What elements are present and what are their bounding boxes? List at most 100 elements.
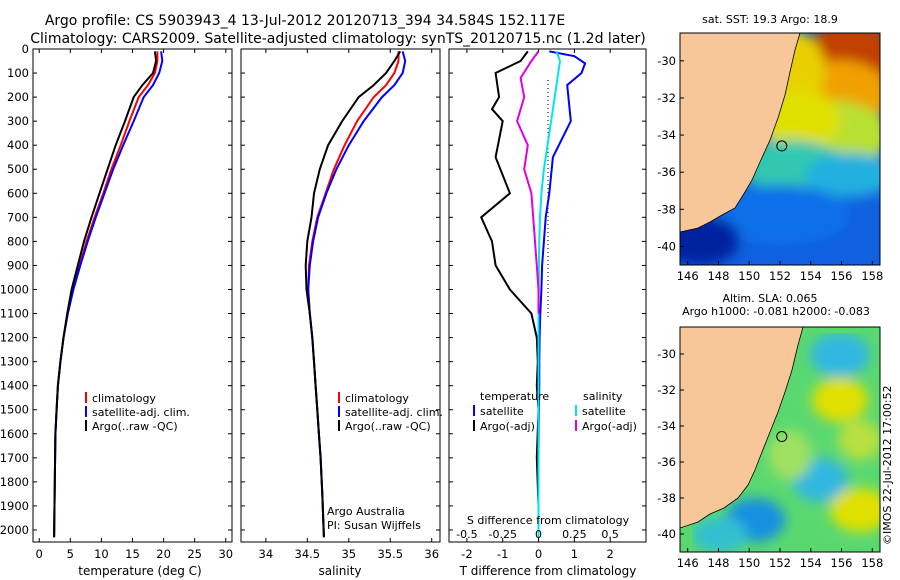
legend-s-satellite: satellite	[582, 405, 626, 418]
difference-legend: temperature satellite Argo(-adj) salinit…	[473, 390, 637, 433]
lon-tick-label: 158	[861, 269, 883, 283]
x-tick-label: 2	[607, 547, 614, 561]
legend-argo: Argo(..raw -QC)	[345, 420, 431, 433]
y-tick-label: 600	[7, 186, 29, 200]
x-tick-label: 15	[125, 547, 140, 561]
difference-axes-frame	[448, 48, 647, 543]
difference-panel: -2 -1 0 1 2 temperature satellite Argo(-adj)…	[448, 48, 647, 578]
lat-tick-label: -32	[657, 383, 676, 397]
lat-tick-label: -36	[657, 165, 676, 179]
y-tick-label: 1900	[0, 499, 29, 513]
header-line-1: Argo profile: CS 5903943_4 13-Jul-2012 2…	[45, 13, 565, 29]
lon-tick-label: 146	[677, 556, 699, 570]
legend-t-argo: Argo(-adj)	[480, 420, 535, 433]
salinity-panel: 34 34.5 35 35.5 36 salinity climatology sate…	[240, 48, 443, 578]
y-tick-label: 1700	[0, 451, 29, 465]
depth-axis: 0 100 200 300 400 500 600 700 800 900 1000 1100 1200…	[0, 42, 232, 537]
y-tick-label: 2000	[0, 523, 29, 537]
series-s-satellite	[537, 51, 562, 538]
lat-tick-label: -38	[657, 202, 676, 216]
legend-satellite: satellite-adj. clim.	[92, 406, 190, 419]
legend-satellite: satellite-adj. clim.	[345, 406, 443, 419]
lon-tick-label: 150	[738, 556, 760, 570]
sla-map-field	[680, 327, 880, 552]
x-tick-label: 25	[187, 547, 202, 561]
annotation-argo-australia: Argo Australia	[327, 505, 405, 518]
sla-map-title: Altim. SLA: 0.065	[722, 292, 817, 305]
legend-argo: Argo(..raw -QC)	[92, 420, 178, 433]
sst-map-land	[680, 33, 801, 233]
temperature-axes-frame	[32, 48, 233, 543]
header-line-2: Climatology: CARS2009. Satellite-adjuste…	[30, 31, 645, 47]
sla-map-panel: Altim. SLA: 0.065 Argo h1000: -0.081 h20…	[657, 292, 883, 570]
y-tick-label: 900	[7, 258, 29, 272]
x-tick-label: 35	[341, 547, 356, 561]
y-tick-label: 300	[7, 114, 29, 128]
x-tick-label: 1	[571, 547, 578, 561]
sst-argo-position-marker	[776, 140, 788, 152]
lat-tick-label: -34	[657, 419, 676, 433]
legend-salinity-title: salinity	[583, 390, 623, 403]
salinity-axes-frame	[240, 48, 441, 543]
series-argo-raw-qc-	[53, 51, 158, 538]
x-tick-label: 30	[218, 547, 233, 561]
lat-tick-label: -30	[657, 347, 676, 361]
temperature-x-axis: 0 5 10 15 20 25 30	[36, 49, 233, 561]
salinity-x-axis: 34 34.5 35 35.5 36	[259, 49, 439, 561]
s-tick-label: 0	[535, 528, 542, 541]
temperature-panel: 0100200300400500600700800900100011001200…	[0, 42, 233, 578]
series-argo-raw-qc-	[304, 50, 402, 538]
x-tick-label: 0	[36, 547, 43, 561]
lat-tick-label: -34	[657, 128, 676, 142]
x-tick-label: 10	[94, 547, 109, 561]
legend-climatology: climatology	[92, 392, 156, 405]
lon-tick-label: 158	[861, 556, 883, 570]
imos-timestamp: ©IMOS 22-Jul-2012 17:00:52	[881, 385, 894, 545]
y-tick-label: 400	[7, 138, 29, 152]
y-tick-label: 1000	[0, 282, 29, 296]
lon-tick-label: 156	[831, 269, 853, 283]
y-tick-label: 100	[7, 66, 29, 80]
sst-lon-axis: 146 148 150 152 154 156 158	[677, 261, 883, 283]
difference-x-axis: -2 -1 0 1 2	[461, 49, 614, 561]
s-tick-label: -0.5	[456, 528, 477, 541]
salinity-depth-ticks	[241, 48, 440, 531]
legend-s-argo: Argo(-adj)	[582, 420, 637, 433]
sst-map-panel: sat. SST: 19.3 Argo: 18.9 146 148 150 152 15…	[657, 13, 883, 283]
series-s-argo-adj-	[516, 50, 540, 314]
y-tick-label: 1100	[0, 307, 29, 321]
lon-tick-label: 150	[738, 269, 760, 283]
sst-lat-axis: -30 -32 -34 -36 -38 -40	[657, 54, 684, 253]
y-tick-label: 500	[7, 162, 29, 176]
lon-tick-label: 156	[831, 556, 853, 570]
temperature-profiles	[53, 51, 164, 538]
s-tick-label: -0.25	[488, 528, 516, 541]
lon-tick-label: 152	[769, 269, 791, 283]
x-tick-label: -1	[497, 547, 508, 561]
lon-tick-label: 146	[677, 269, 699, 283]
difference-profiles	[479, 50, 587, 538]
x-tick-label: -2	[461, 547, 472, 561]
legend-t-satellite: satellite	[480, 405, 524, 418]
x-tick-label: 20	[156, 547, 171, 561]
x-tick-label: 36	[424, 547, 439, 561]
legend-climatology: climatology	[345, 392, 409, 405]
x-tick-label: 5	[67, 547, 74, 561]
salinity-xlabel: salinity	[318, 564, 361, 578]
y-tick-label: 700	[7, 210, 29, 224]
sst-map-field	[680, 33, 880, 265]
lon-tick-label: 152	[769, 556, 791, 570]
y-tick-label: 800	[7, 234, 29, 248]
lon-tick-label: 148	[707, 556, 729, 570]
x-tick-label: 34.5	[295, 547, 321, 561]
y-tick-label: 1300	[0, 355, 29, 369]
lat-tick-label: -40	[657, 527, 676, 541]
lat-tick-label: -32	[657, 91, 676, 105]
sla-argo-position-marker	[776, 431, 788, 443]
lon-tick-label: 154	[800, 556, 822, 570]
s-tick-label: 0.5	[601, 528, 619, 541]
temperature-legend: climatology satellite-adj. clim. Argo(..…	[85, 392, 190, 433]
y-tick-label: 1800	[0, 475, 29, 489]
s-difference-title: S difference from climatology	[467, 514, 630, 527]
